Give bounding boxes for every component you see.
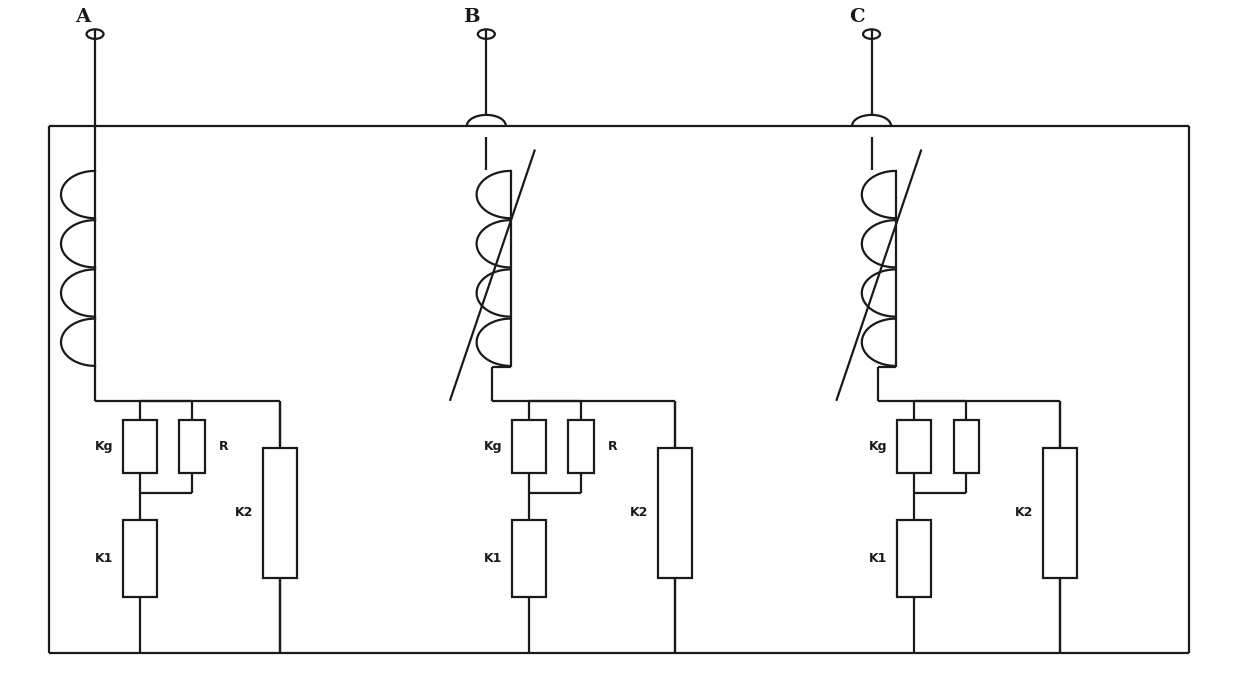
Text: Kg: Kg [94,440,113,453]
Text: Kg: Kg [869,440,888,453]
Bar [180,420,205,473]
Bar [1043,448,1076,578]
Text: B: B [464,8,480,26]
Text: K2: K2 [234,507,253,519]
Bar [123,420,157,473]
Text: K1: K1 [95,552,113,565]
Bar [568,420,594,473]
Bar [512,420,546,473]
Bar [123,520,157,597]
Text: K2: K2 [630,507,649,519]
Text: K2: K2 [1014,507,1033,519]
Bar [657,448,692,578]
Text: K1: K1 [869,552,888,565]
Bar [263,448,296,578]
Text: A: A [76,8,91,26]
Bar [897,420,931,473]
Text: R: R [608,440,618,453]
Bar [954,420,980,473]
Bar [897,520,931,597]
Text: R: R [219,440,228,453]
Text: K1: K1 [484,552,502,565]
Text: C: C [849,8,864,26]
Bar [512,520,546,597]
Text: Kg: Kg [484,440,502,453]
